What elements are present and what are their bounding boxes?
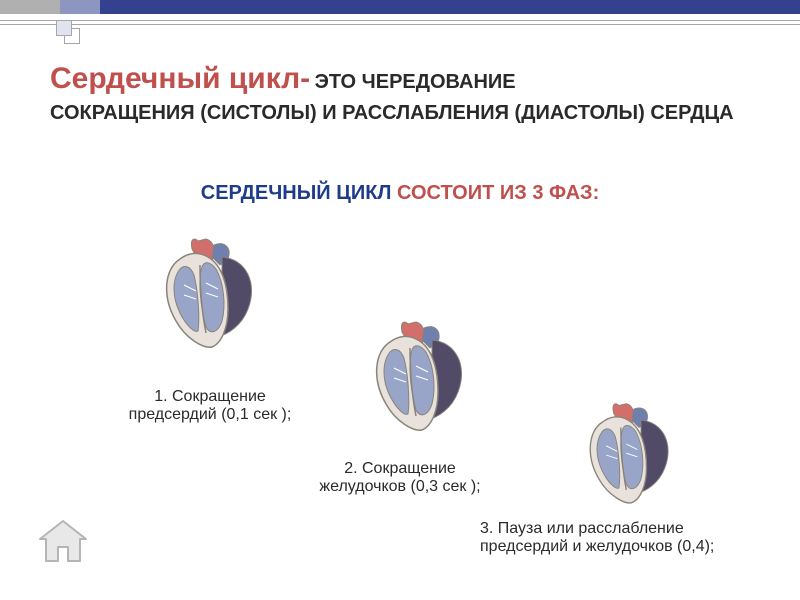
- title-line2: СОКРАЩЕНИЯ (СИСТОЛЫ) И РАССЛАБЛЕНИЯ (ДИА…: [50, 102, 750, 125]
- phase-3-line1: 3. Пауза или расслабление: [480, 520, 780, 538]
- heart-illustration-1: [150, 235, 270, 355]
- accent-seg-c: [100, 0, 800, 14]
- phase-1-line1: 1. Сокращение: [90, 388, 330, 406]
- phase-2-line1: 2. Сокращение: [280, 460, 520, 478]
- phase-1-caption: 1. Сокращение предсердий (0,1 сек );: [90, 388, 330, 424]
- phase-3-caption: 3. Пауза или расслабление предсердий и ж…: [480, 520, 780, 556]
- home-icon[interactable]: [36, 515, 90, 574]
- phase-2-line2: желудочков (0,3 сек );: [280, 478, 520, 496]
- phase-2-caption: 2. Сокращение желудочков (0,3 сек );: [280, 460, 520, 496]
- accent-bar: [0, 0, 800, 34]
- accent-line-2: [0, 24, 800, 25]
- phase-1-line2: предсердий (0,1 сек );: [90, 406, 330, 424]
- accent-seg-a: [0, 0, 60, 14]
- heart-illustration-2: [360, 318, 480, 438]
- subheading-red: СОСТОИТ ИЗ 3 ФАЗ:: [397, 182, 599, 204]
- title-rest-line1: ЭТО ЧЕРЕДОВАНИЕ: [315, 71, 516, 93]
- subheading: СЕРДЕЧНЫЙ ЦИКЛ СОСТОИТ ИЗ 3 ФАЗ:: [0, 182, 800, 205]
- title-main: Сердечный цикл-: [50, 62, 310, 95]
- accent-line-1: [0, 20, 800, 21]
- heart-illustration-3: [575, 400, 685, 510]
- accent-square-front: [56, 20, 72, 36]
- slide-title: Сердечный цикл- ЭТО ЧЕРЕДОВАНИЕ СОКРАЩЕН…: [50, 62, 750, 125]
- subheading-blue: СЕРДЕЧНЫЙ ЦИКЛ: [201, 182, 397, 204]
- accent-seg-b: [60, 0, 100, 14]
- phase-3-line2: предсердий и желудочков (0,4);: [480, 538, 780, 556]
